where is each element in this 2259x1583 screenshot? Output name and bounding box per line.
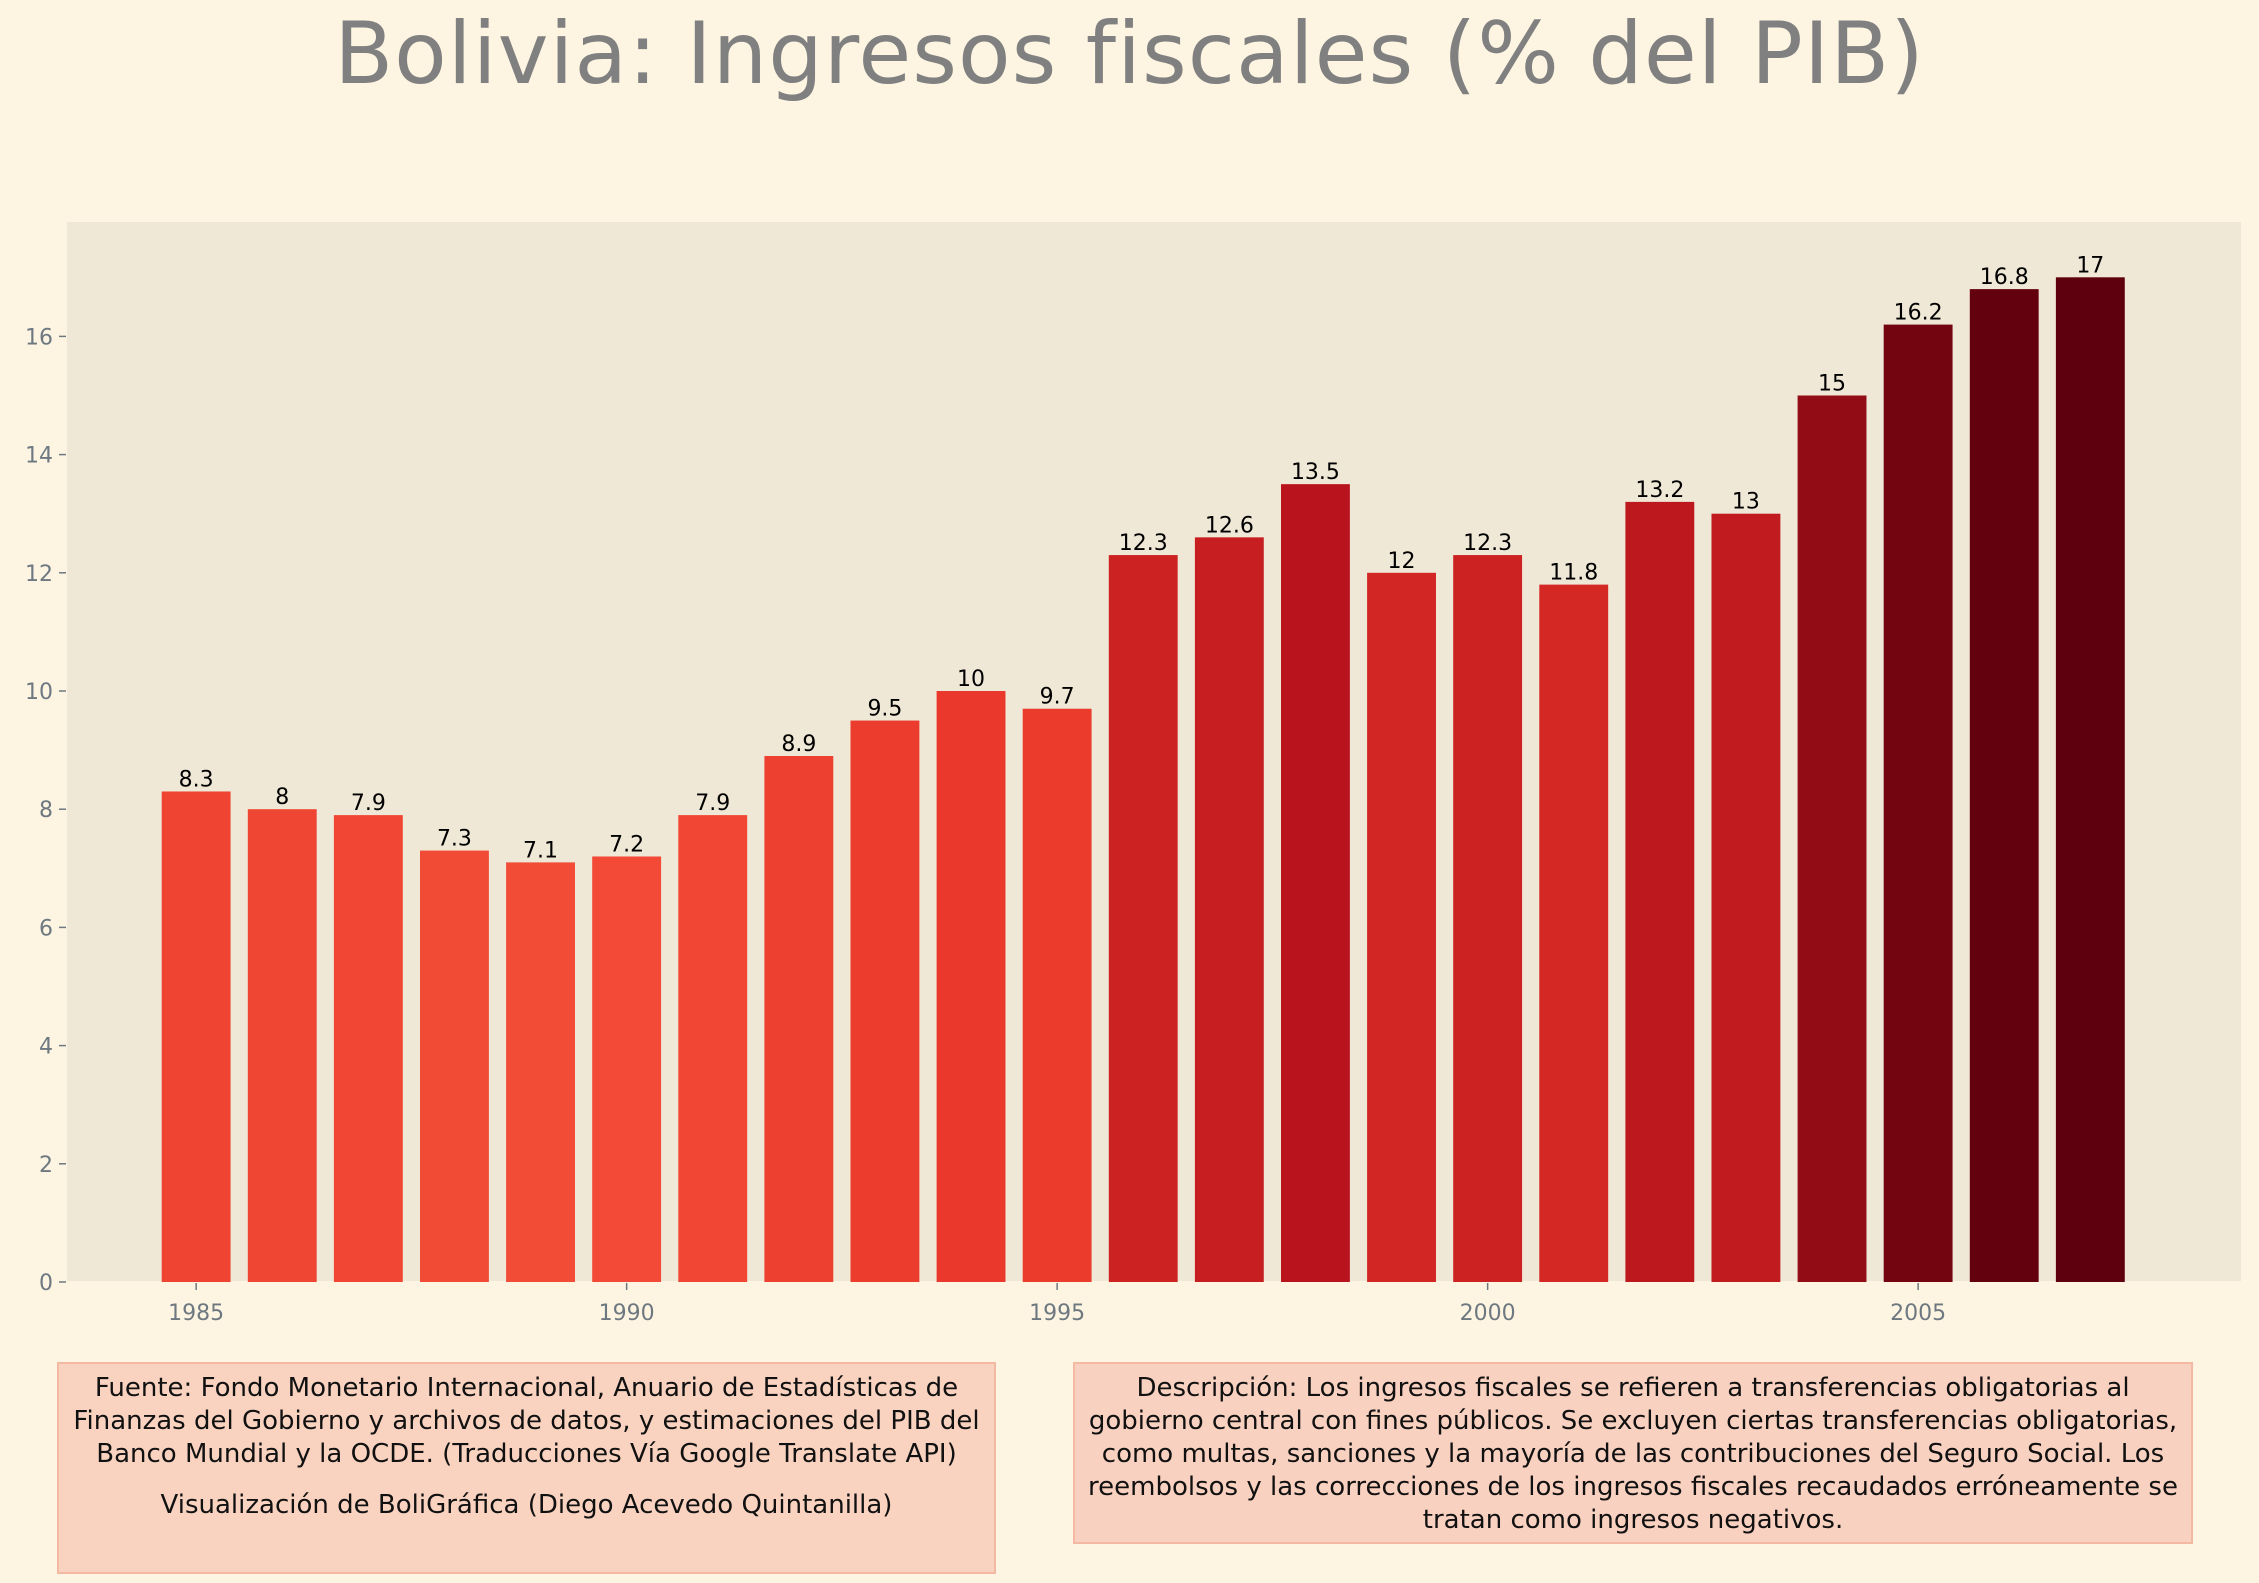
bar: [161, 791, 231, 1282]
bar: [247, 809, 317, 1282]
bar: [1453, 555, 1523, 1282]
bar-value-label: 9.7: [1040, 685, 1075, 710]
bar-value-label: 17: [2076, 253, 2104, 278]
bar: [678, 815, 748, 1282]
y-tick-label: 0: [39, 1271, 53, 1296]
bar: [1969, 289, 2039, 1282]
y-tick-label: 12: [25, 562, 53, 587]
bar: [592, 856, 662, 1282]
bar-labels: 8.3 8 7.9 7.3 7.1 7.2 7.9 8.9 9.5 10 9.7 12.3 12.6 13…: [179, 253, 2105, 863]
bar-value-label: 8: [275, 785, 289, 810]
bar-value-label: 7.9: [695, 791, 730, 816]
bar: [1797, 395, 1867, 1282]
chart-title: Bolivia: Ingresos fiscales (% del PIB): [334, 4, 1925, 104]
description-note: Descripción: Los ingresos fiscales se re…: [1073, 1362, 2193, 1544]
bar-value-label: 7.1: [523, 838, 558, 863]
y-tick-label: 10: [25, 680, 53, 705]
y-tick-label: 6: [39, 916, 53, 941]
bar: [333, 815, 403, 1282]
bar: [1539, 584, 1609, 1282]
y-tick-label: 2: [39, 1153, 53, 1178]
bar: [2055, 277, 2125, 1282]
bar-value-label: 16.8: [1980, 265, 2029, 290]
y-tick-label: 4: [39, 1035, 53, 1060]
bar-value-label: 8.3: [179, 767, 214, 792]
bar-value-label: 8.9: [781, 732, 816, 757]
bar-value-label: 15: [1818, 372, 1846, 397]
x-tick-label: 1995: [1029, 1301, 1085, 1326]
bar: [1108, 555, 1178, 1282]
bar-chart: 0 2 4 6 8 10 12 14 16 1985 1990 1995 2000 2005 8.3 8 7…: [25, 222, 2241, 1326]
bar-value-label: 12: [1388, 549, 1416, 574]
x-axis: 1985 1990 1995 2000 2005: [168, 1283, 1946, 1326]
bar: [936, 691, 1006, 1282]
y-axis: 0 2 4 6 8 10 12 14 16: [25, 325, 66, 1296]
y-tick-label: 16: [25, 325, 53, 350]
bar-value-label: 7.3: [437, 827, 472, 852]
x-tick-label: 2005: [1890, 1301, 1946, 1326]
bar-value-label: 9.5: [867, 697, 902, 722]
bars: [161, 277, 2125, 1283]
bar-value-label: 12.6: [1205, 513, 1254, 538]
bar-value-label: 7.9: [351, 791, 386, 816]
bar: [1711, 513, 1781, 1282]
y-tick-label: 8: [39, 798, 53, 823]
source-note: Fuente: Fondo Monetario Internacional, A…: [57, 1362, 996, 1574]
source-text: Fuente: Fondo Monetario Internacional, A…: [73, 1373, 980, 1469]
x-tick-label: 1985: [168, 1301, 224, 1326]
bar: [420, 850, 489, 1282]
bar-value-label: 13.5: [1291, 460, 1340, 485]
bar: [1280, 484, 1350, 1282]
bar-value-label: 12.3: [1463, 531, 1512, 556]
bar: [1022, 708, 1092, 1282]
bar-value-label: 11.8: [1549, 561, 1598, 586]
bar-value-label: 12.3: [1119, 531, 1168, 556]
credit-text: Visualización de BoliGráfica (Diego Acev…: [160, 1490, 893, 1520]
bar-value-label: 7.2: [609, 832, 644, 857]
bar: [1367, 572, 1436, 1282]
bar-value-label: 16.2: [1894, 301, 1943, 326]
bar: [1194, 537, 1264, 1282]
bar-value-label: 10: [957, 667, 985, 692]
bar: [1625, 501, 1695, 1282]
x-tick-label: 2000: [1460, 1301, 1516, 1326]
bar: [764, 756, 834, 1282]
bar: [506, 862, 575, 1282]
bar: [1883, 324, 1953, 1283]
y-tick-label: 14: [25, 444, 53, 469]
bar-value-label: 13: [1732, 490, 1760, 515]
bar: [850, 720, 920, 1282]
description-text: Descripción: Los ingresos fiscales se re…: [1088, 1373, 2178, 1535]
bar-value-label: 13.2: [1635, 478, 1684, 503]
x-tick-label: 1990: [599, 1301, 655, 1326]
